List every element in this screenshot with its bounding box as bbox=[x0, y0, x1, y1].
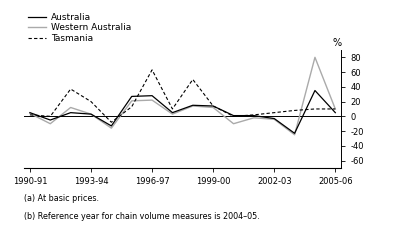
Australia bbox=[68, 111, 73, 114]
Australia bbox=[211, 105, 216, 107]
Tasmania bbox=[109, 121, 114, 123]
Western Australia bbox=[129, 99, 134, 102]
Text: %: % bbox=[332, 38, 341, 48]
Tasmania bbox=[272, 111, 277, 114]
Tasmania bbox=[312, 108, 317, 110]
Australia bbox=[292, 132, 297, 135]
Tasmania bbox=[27, 114, 32, 116]
Line: Australia: Australia bbox=[30, 91, 335, 133]
Western Australia bbox=[27, 112, 32, 115]
Tasmania bbox=[211, 105, 216, 107]
Legend: Australia, Western Australia, Tasmania: Australia, Western Australia, Tasmania bbox=[28, 13, 131, 43]
Line: Tasmania: Tasmania bbox=[30, 70, 335, 122]
Tasmania bbox=[170, 108, 175, 110]
Australia bbox=[129, 95, 134, 98]
Tasmania bbox=[150, 69, 154, 71]
Text: (a) At basic prices.: (a) At basic prices. bbox=[24, 194, 99, 203]
Western Australia bbox=[109, 127, 114, 129]
Australia bbox=[109, 125, 114, 127]
Tasmania bbox=[292, 109, 297, 112]
Western Australia bbox=[272, 118, 277, 121]
Western Australia bbox=[211, 106, 216, 109]
Western Australia bbox=[150, 99, 154, 101]
Line: Western Australia: Western Australia bbox=[30, 57, 335, 135]
Australia bbox=[150, 94, 154, 97]
Western Australia bbox=[191, 105, 195, 107]
Tasmania bbox=[68, 88, 73, 90]
Tasmania bbox=[89, 100, 93, 103]
Australia bbox=[312, 89, 317, 92]
Tasmania bbox=[333, 108, 338, 110]
Western Australia bbox=[89, 113, 93, 116]
Text: (b) Reference year for chain volume measures is 2004–05.: (b) Reference year for chain volume meas… bbox=[24, 212, 260, 221]
Australia bbox=[191, 104, 195, 107]
Western Australia bbox=[170, 113, 175, 116]
Western Australia bbox=[68, 106, 73, 109]
Australia bbox=[251, 114, 256, 117]
Western Australia bbox=[292, 133, 297, 136]
Australia bbox=[333, 111, 338, 114]
Australia bbox=[89, 113, 93, 116]
Tasmania bbox=[48, 115, 53, 118]
Western Australia bbox=[48, 122, 53, 125]
Tasmania bbox=[191, 78, 195, 81]
Australia bbox=[170, 111, 175, 114]
Western Australia bbox=[251, 116, 256, 119]
Australia bbox=[272, 117, 277, 120]
Western Australia bbox=[312, 56, 317, 59]
Australia bbox=[27, 111, 32, 114]
Tasmania bbox=[251, 114, 256, 116]
Tasmania bbox=[231, 115, 236, 118]
Tasmania bbox=[129, 105, 134, 108]
Western Australia bbox=[231, 122, 236, 125]
Australia bbox=[48, 119, 53, 121]
Australia bbox=[231, 114, 236, 117]
Western Australia bbox=[333, 108, 338, 110]
